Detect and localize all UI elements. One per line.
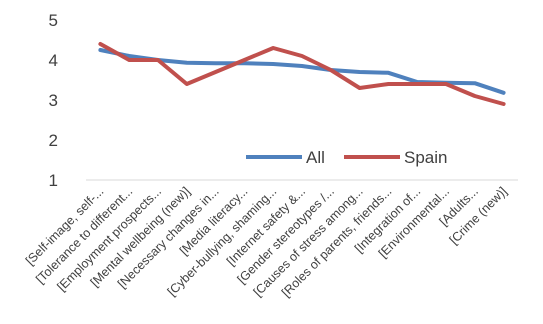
legend: All Spain (246, 148, 447, 167)
x-axis-tick-labels: [Self-image, self-...[Tolerance to diffe… (23, 184, 510, 300)
y-tick-label: 4 (49, 51, 58, 70)
legend-label-spain: Spain (404, 148, 447, 167)
series-line-spain (98, 42, 506, 106)
y-tick-label: 1 (49, 171, 58, 190)
y-tick-label: 5 (49, 11, 58, 30)
y-tick-label: 3 (49, 91, 58, 110)
y-axis-ticks: 1 2 3 4 5 (49, 11, 58, 190)
series-layer (98, 42, 506, 106)
y-tick-label: 2 (49, 131, 58, 150)
legend-label-all: All (306, 148, 325, 167)
